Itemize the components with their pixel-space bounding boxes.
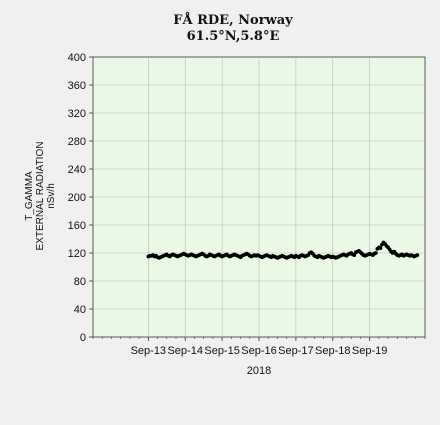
- y-axis-label-line: nSv/h: [46, 183, 57, 209]
- chart-subtitle: 61.5°N,5.8°E: [187, 29, 280, 44]
- x-tick-label: Sep-16: [241, 345, 276, 357]
- grid: [93, 57, 425, 337]
- y-tick-label: 0: [80, 332, 86, 344]
- chart-title: FÅ RDE, Norway: [173, 12, 293, 28]
- y-axis-label-line: EXTERNAL RADIATION: [35, 142, 46, 251]
- data-points: [146, 240, 420, 260]
- x-tick-label: Sep-14: [167, 345, 202, 357]
- y-tick-label: 160: [68, 220, 86, 232]
- y-tick-label: 360: [68, 80, 86, 92]
- y-tick-label: 400: [68, 52, 86, 64]
- x-axis-label: 2018: [247, 365, 271, 377]
- data-point: [352, 253, 357, 257]
- y-tick-label: 80: [74, 276, 86, 288]
- x-tick-label: Sep-13: [131, 345, 166, 357]
- y-tick-label: 120: [68, 248, 86, 260]
- y-tick-label: 240: [68, 164, 86, 176]
- x-tick-label: Sep-18: [315, 345, 350, 357]
- x-tick-label: Sep-15: [204, 345, 239, 357]
- data-point: [373, 251, 378, 255]
- y-axis-label-group: T_GAMMA EXTERNAL RADIATION nSv/h: [24, 142, 57, 251]
- y-axis-label: T_GAMMA EXTERNAL RADIATION nSv/h: [24, 142, 57, 251]
- y-tick-labels: 0 40 80 120 160 200 240 280 320 360 400: [68, 52, 86, 344]
- data-point: [378, 246, 383, 251]
- y-tick-label: 320: [68, 108, 86, 120]
- axes: [89, 56, 426, 341]
- data-point: [415, 253, 420, 257]
- y-tick-label: 200: [68, 192, 86, 204]
- x-tick-labels: Sep-13 Sep-14 Sep-15 Sep-16 Sep-17 Sep-18 Sep-…: [131, 345, 388, 357]
- y-tick-label: 280: [68, 136, 86, 148]
- x-tick-label: Sep-19: [352, 345, 387, 357]
- x-tick-label: Sep-17: [278, 345, 313, 357]
- y-tick-label: 40: [74, 304, 86, 316]
- y-axis-label-line: T_GAMMA: [24, 171, 35, 221]
